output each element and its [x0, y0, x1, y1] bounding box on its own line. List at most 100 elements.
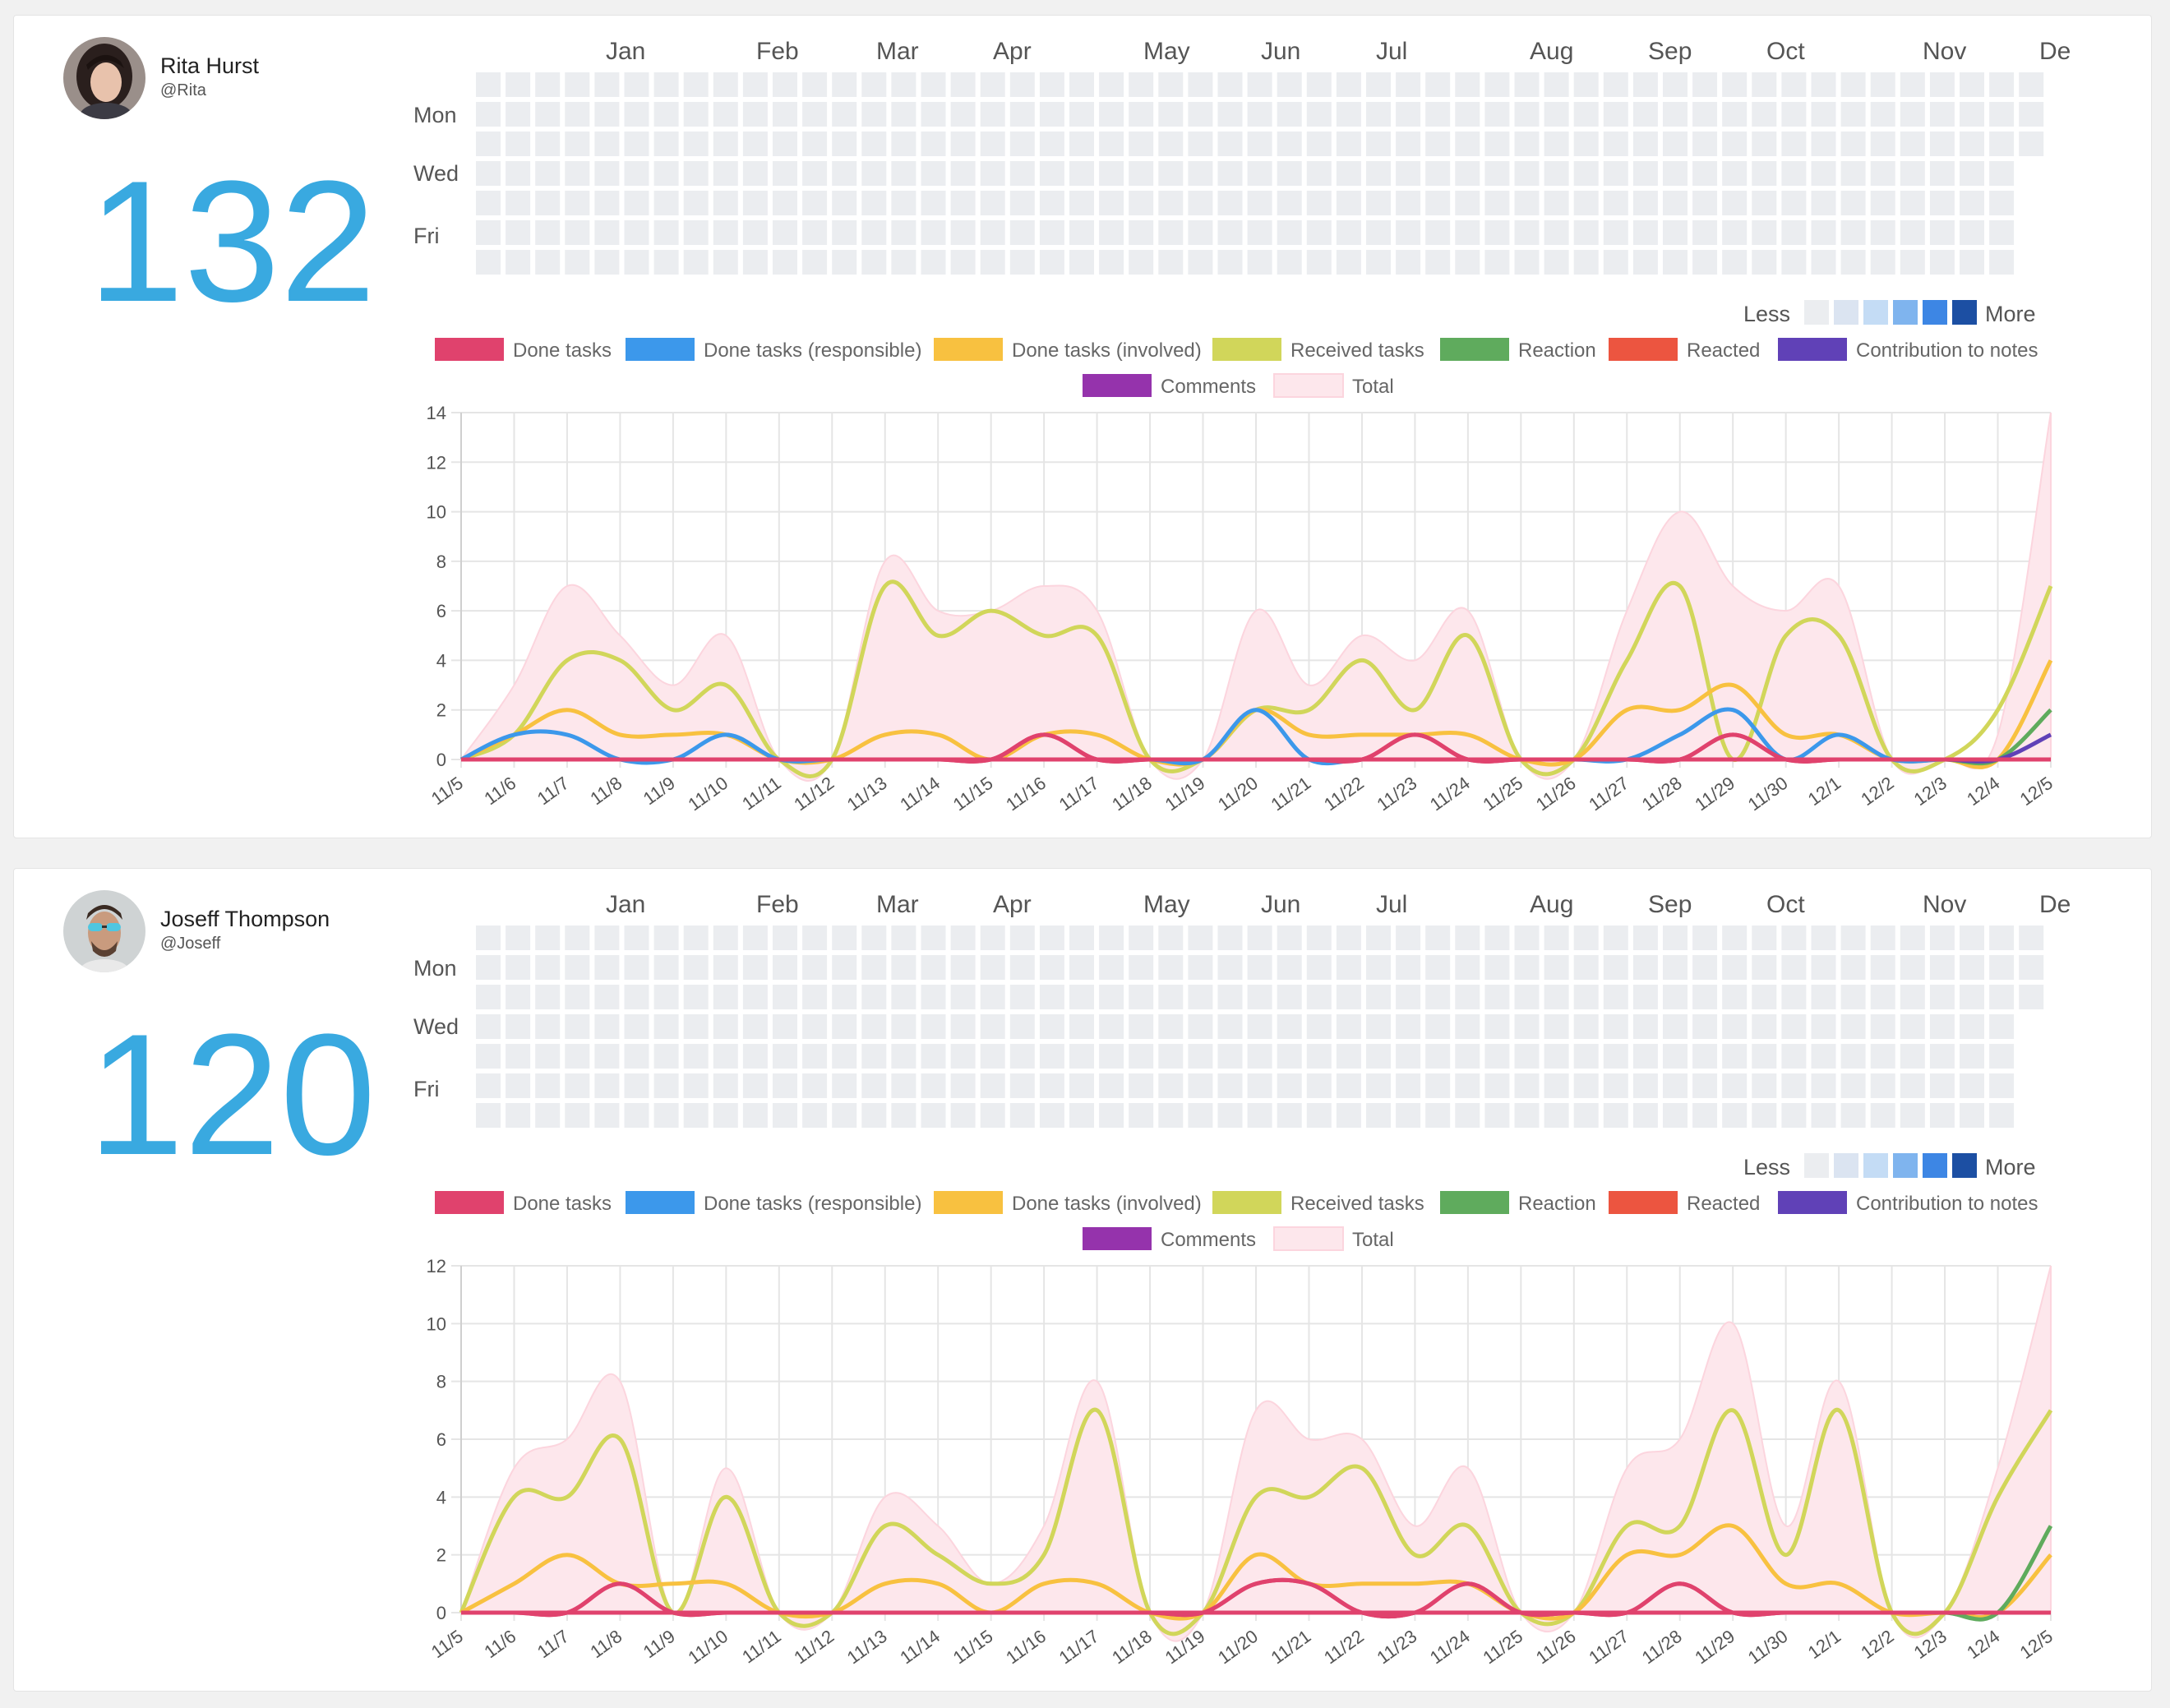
heatmap-cell[interactable]: [2019, 985, 2044, 1009]
heatmap-cell[interactable]: [1840, 250, 1866, 275]
heatmap-cell[interactable]: [802, 985, 828, 1009]
heatmap-cell[interactable]: [1573, 72, 1599, 97]
heatmap-cell[interactable]: [476, 191, 501, 215]
heatmap-cell[interactable]: [1900, 926, 1925, 950]
heatmap-cell[interactable]: [506, 191, 531, 215]
heatmap-cell[interactable]: [1544, 132, 1569, 156]
heatmap-cell[interactable]: [950, 1014, 976, 1039]
legend-item-responsible[interactable]: Done tasks (responsible): [626, 1191, 921, 1215]
heatmap-cell[interactable]: [1336, 220, 1361, 245]
heatmap-cell[interactable]: [1989, 161, 2015, 186]
heatmap-cell[interactable]: [683, 220, 709, 245]
heatmap-cell[interactable]: [1277, 985, 1302, 1009]
heatmap-cell[interactable]: [891, 1014, 916, 1039]
heatmap-cell[interactable]: [773, 250, 797, 275]
legend-item-done[interactable]: Done tasks: [435, 1191, 612, 1215]
heatmap-cell[interactable]: [1217, 220, 1243, 245]
heatmap-cell[interactable]: [565, 161, 590, 186]
heatmap-cell[interactable]: [1217, 1103, 1243, 1128]
heatmap-cell[interactable]: [742, 955, 768, 980]
heatmap-cell[interactable]: [1247, 955, 1272, 980]
heatmap-cell[interactable]: [921, 985, 946, 1009]
heatmap-cell[interactable]: [683, 1073, 709, 1098]
heatmap-cell[interactable]: [1099, 1073, 1124, 1098]
heatmap-cell[interactable]: [1840, 220, 1866, 245]
heatmap-cell[interactable]: [921, 926, 946, 950]
heatmap-cell[interactable]: [921, 132, 946, 156]
heatmap-cell[interactable]: [2019, 132, 2044, 156]
heatmap-cell[interactable]: [980, 250, 1005, 275]
heatmap-cell[interactable]: [1455, 926, 1480, 950]
heatmap-cell[interactable]: [1158, 161, 1184, 186]
heatmap-cell[interactable]: [624, 102, 649, 127]
heatmap-cell[interactable]: [1781, 926, 1807, 950]
heatmap-cell[interactable]: [1129, 985, 1154, 1009]
heatmap-cell[interactable]: [1425, 1073, 1451, 1098]
heatmap-cell[interactable]: [861, 985, 887, 1009]
heatmap-cell[interactable]: [1306, 955, 1332, 980]
heatmap-cell[interactable]: [832, 132, 857, 156]
heatmap-cell[interactable]: [535, 1073, 561, 1098]
heatmap-cell[interactable]: [713, 161, 738, 186]
heatmap-cell[interactable]: [1336, 955, 1361, 980]
heatmap-cell[interactable]: [1514, 250, 1540, 275]
heatmap-cell[interactable]: [1336, 1073, 1361, 1098]
legend-item-involved[interactable]: Done tasks (involved): [934, 1191, 1202, 1215]
heatmap-cell[interactable]: [802, 250, 828, 275]
heatmap-cell[interactable]: [1099, 1014, 1124, 1039]
heatmap-cell[interactable]: [1069, 926, 1094, 950]
heatmap-cell[interactable]: [1603, 985, 1628, 1009]
heatmap-cell[interactable]: [565, 132, 590, 156]
heatmap-cell[interactable]: [1781, 1044, 1807, 1069]
heatmap-cell[interactable]: [1425, 72, 1451, 97]
heatmap-cell[interactable]: [1455, 161, 1480, 186]
heatmap-cell[interactable]: [1722, 985, 1748, 1009]
heatmap-cell[interactable]: [742, 250, 768, 275]
heatmap-cell[interactable]: [1929, 1044, 1955, 1069]
heatmap-cell[interactable]: [1366, 926, 1391, 950]
heatmap-cell[interactable]: [476, 250, 501, 275]
heatmap-cell[interactable]: [921, 250, 946, 275]
heatmap-cell[interactable]: [1217, 191, 1243, 215]
heatmap-cell[interactable]: [476, 1044, 501, 1069]
heatmap-cell[interactable]: [653, 72, 679, 97]
heatmap-cell[interactable]: [1247, 926, 1272, 950]
heatmap-cell[interactable]: [1811, 1044, 1836, 1069]
heatmap-cell[interactable]: [1692, 926, 1718, 950]
heatmap-cell[interactable]: [1425, 955, 1451, 980]
heatmap-cell[interactable]: [1396, 1044, 1421, 1069]
heatmap-cell[interactable]: [891, 191, 916, 215]
heatmap-cell[interactable]: [683, 191, 709, 215]
heatmap-cell[interactable]: [476, 132, 501, 156]
heatmap-cell[interactable]: [1158, 985, 1184, 1009]
heatmap-cell[interactable]: [1632, 1073, 1658, 1098]
heatmap-cell[interactable]: [1277, 191, 1302, 215]
heatmap-cell[interactable]: [1900, 250, 1925, 275]
heatmap-cell[interactable]: [565, 1103, 590, 1128]
heatmap-cell[interactable]: [1900, 161, 1925, 186]
heatmap-cell[interactable]: [742, 132, 768, 156]
heatmap-cell[interactable]: [476, 161, 501, 186]
heatmap-cell[interactable]: [1929, 1103, 1955, 1128]
heatmap-cell[interactable]: [921, 72, 946, 97]
heatmap-cell[interactable]: [1960, 132, 1984, 156]
heatmap-cell[interactable]: [713, 72, 738, 97]
heatmap-cell[interactable]: [1484, 102, 1510, 127]
heatmap-cell[interactable]: [1366, 191, 1391, 215]
heatmap-cell[interactable]: [1603, 72, 1628, 97]
heatmap-cell[interactable]: [1039, 955, 1064, 980]
heatmap-cell[interactable]: [1129, 132, 1154, 156]
heatmap-cell[interactable]: [713, 1044, 738, 1069]
heatmap-cell[interactable]: [565, 220, 590, 245]
heatmap-cell[interactable]: [565, 1044, 590, 1069]
heatmap-cell[interactable]: [832, 161, 857, 186]
heatmap-cell[interactable]: [1663, 1073, 1688, 1098]
heatmap-cell[interactable]: [832, 1103, 857, 1128]
heatmap-cell[interactable]: [1306, 1014, 1332, 1039]
heatmap-cell[interactable]: [802, 1044, 828, 1069]
heatmap-cell[interactable]: [1603, 955, 1628, 980]
heatmap-cell[interactable]: [1009, 985, 1035, 1009]
heatmap-cell[interactable]: [594, 985, 620, 1009]
heatmap-cell[interactable]: [1781, 1073, 1807, 1098]
heatmap-cell[interactable]: [1129, 1073, 1154, 1098]
